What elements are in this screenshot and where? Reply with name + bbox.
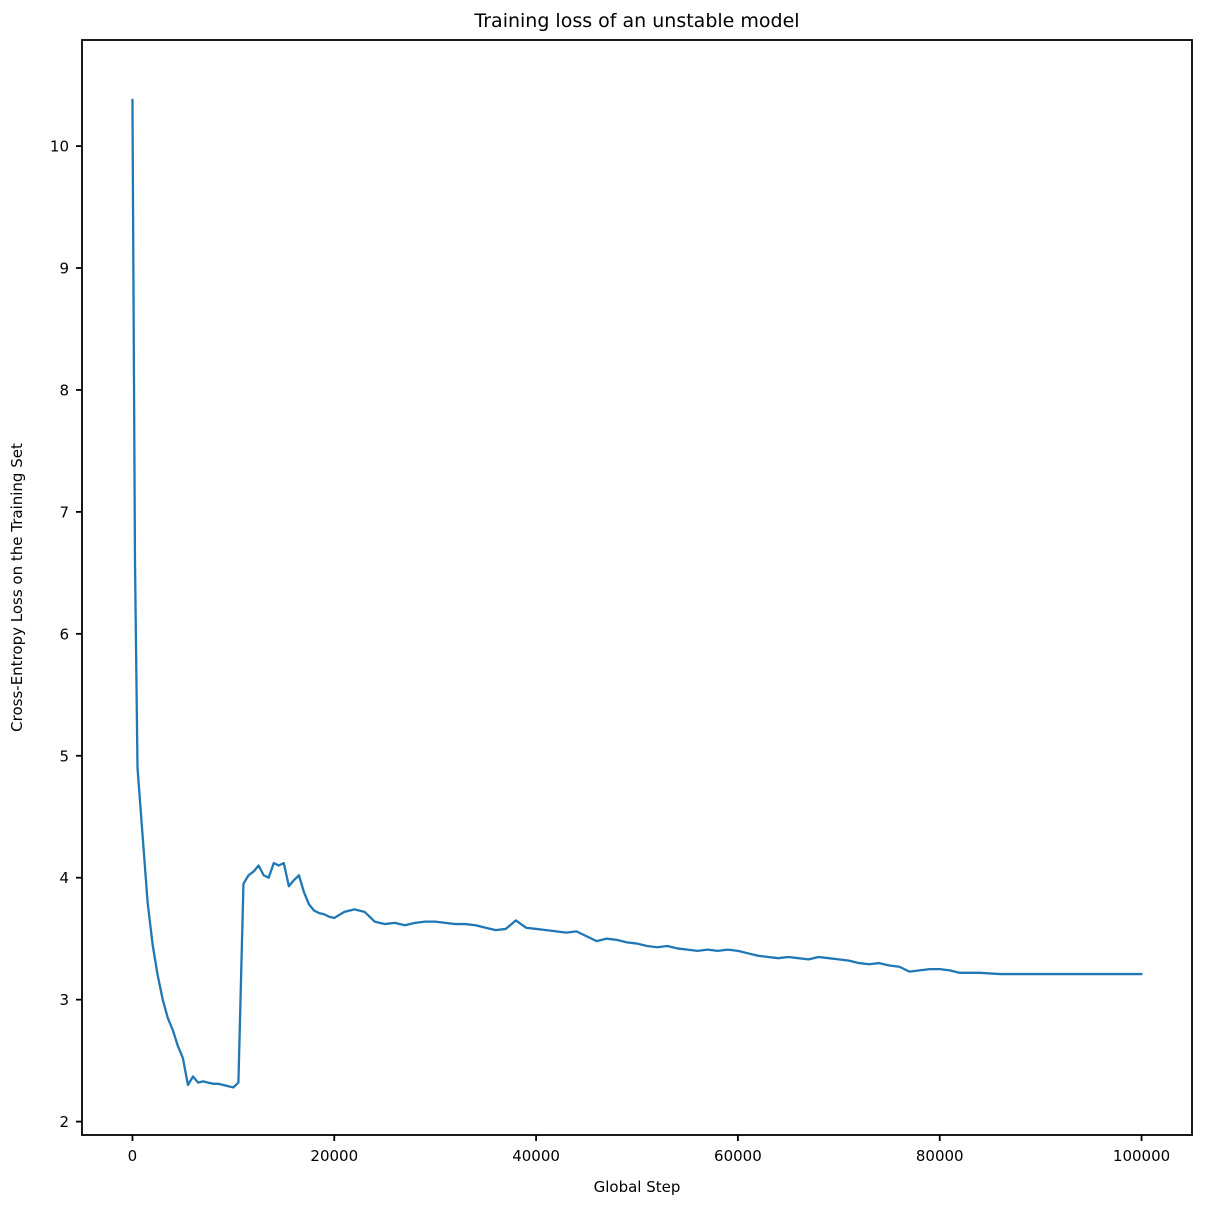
plot-area <box>82 40 1192 1135</box>
y-tick-label: 2 <box>59 1113 69 1131</box>
x-tick-label: 80000 <box>916 1147 964 1165</box>
y-axis-ticks: 2 3 4 5 6 7 8 9 10 <box>50 138 82 1131</box>
y-tick-label: 10 <box>50 138 69 156</box>
x-tick-label: 60000 <box>714 1147 762 1165</box>
x-axis-ticks: 0 20000 40000 60000 80000 100000 <box>128 1135 1170 1165</box>
y-tick-label: 6 <box>59 625 69 643</box>
y-tick-label: 3 <box>59 991 69 1009</box>
chart-title: Training loss of an unstable model <box>473 10 799 32</box>
training-loss-line <box>131 98 1143 1089</box>
x-tick-label: 0 <box>128 1147 138 1165</box>
x-tick-label: 20000 <box>310 1147 358 1165</box>
x-tick-label: 40000 <box>512 1147 560 1165</box>
y-tick-label: 9 <box>59 260 69 278</box>
y-axis-label: Cross-Entropy Loss on the Training Set <box>8 443 26 732</box>
y-tick-label: 5 <box>59 747 69 765</box>
x-axis-label: Global Step <box>594 1178 681 1196</box>
y-tick-label: 8 <box>59 381 69 399</box>
axes-spines <box>81 39 1193 1136</box>
y-tick-label: 4 <box>59 869 69 887</box>
y-tick-label: 7 <box>59 503 69 521</box>
x-tick-label: 100000 <box>1113 1147 1170 1165</box>
